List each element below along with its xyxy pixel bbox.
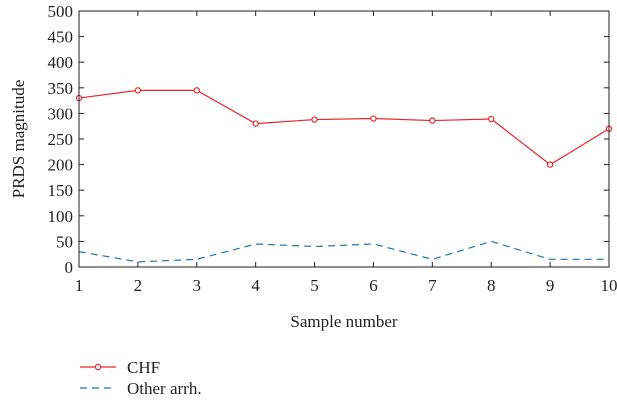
x-tick-label: 7 — [428, 276, 437, 295]
x-tick-label: 10 — [601, 276, 617, 295]
y-tick-label: 150 — [48, 181, 74, 200]
x-axis-title: Sample number — [290, 312, 398, 331]
y-axis-ticks: 0 50 100 150 200 250 300 350 400 450 500 — [48, 2, 609, 277]
series-line — [78, 240, 609, 263]
data-point — [311, 116, 318, 123]
x-tick-label: 2 — [134, 276, 143, 295]
y-tick-label: 250 — [48, 130, 74, 149]
data-point — [134, 87, 142, 94]
data-point — [429, 117, 436, 124]
legend-label: Other arrh. — [127, 379, 202, 398]
x-tick-label: 9 — [546, 276, 555, 295]
y-axis-title: PRDS magnitude — [9, 80, 28, 199]
data-point — [488, 115, 495, 123]
series-layer — [75, 87, 613, 263]
series-line — [78, 89, 610, 166]
x-tick-label: 8 — [487, 276, 496, 295]
y-tick-label: 450 — [48, 28, 74, 47]
y-tick-label: 300 — [48, 104, 74, 123]
y-tick-label: 500 — [48, 2, 74, 21]
data-point — [193, 87, 200, 94]
legend-item: Other arrh. — [80, 379, 202, 398]
legend-marker — [94, 363, 102, 371]
x-tick-label: 1 — [75, 276, 84, 295]
series-2 — [78, 240, 609, 263]
y-tick-label: 50 — [56, 232, 73, 251]
legend-label: CHF — [127, 358, 160, 377]
legend-item: CHF — [80, 358, 160, 377]
x-tick-label: 6 — [369, 276, 378, 295]
y-tick-label: 100 — [48, 207, 74, 226]
plot-frame — [78, 10, 610, 268]
y-tick-label: 400 — [48, 53, 74, 72]
y-tick-label: 0 — [65, 258, 74, 277]
x-tick-label: 3 — [193, 276, 202, 295]
data-point — [370, 115, 377, 122]
y-tick-label: 350 — [48, 79, 74, 98]
series-1 — [75, 87, 613, 168]
legend: CHF Other arrh. — [80, 358, 202, 398]
y-tick-label: 200 — [48, 156, 74, 175]
data-point — [546, 161, 554, 168]
x-tick-label: 4 — [251, 276, 260, 295]
x-tick-label: 5 — [310, 276, 319, 295]
data-point — [252, 120, 259, 127]
